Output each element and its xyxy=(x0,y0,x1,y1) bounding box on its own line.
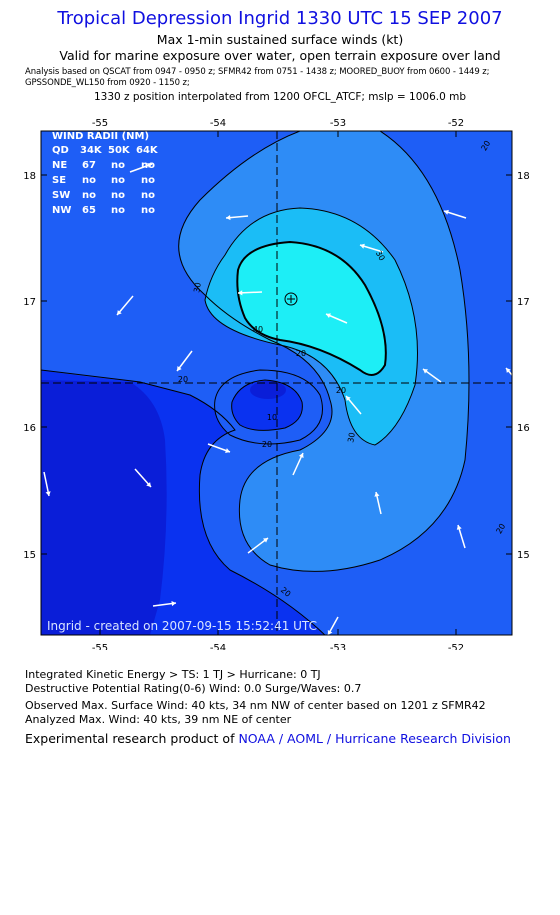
contour-label: 40 xyxy=(253,325,263,334)
lon-tick-label: -55 xyxy=(92,643,108,650)
wind-arrow-icon xyxy=(359,243,384,253)
lat-tick-label: 17 xyxy=(23,297,36,308)
wind-vectors xyxy=(43,163,512,635)
plot-frame xyxy=(40,130,513,636)
wind-radii-cell: no xyxy=(141,175,155,186)
wind-arrow-icon xyxy=(345,395,362,415)
center-marker xyxy=(284,292,298,306)
wind-arrow-icon xyxy=(129,163,153,173)
map-title: Tropical Depression Ingrid 1330 UTC 15 S… xyxy=(57,8,503,29)
wind-arrow-icon xyxy=(292,452,304,476)
wind-arrow-icon xyxy=(247,537,269,554)
wind-radii-cell: no xyxy=(141,190,155,201)
credit-line: Experimental research product of NOAA / … xyxy=(25,731,511,746)
wind-band-gt50 xyxy=(237,242,386,375)
wind-band-core-min xyxy=(250,381,286,399)
contour-label: 20 xyxy=(494,522,507,535)
wind-radii-cell: no xyxy=(141,160,155,171)
contour-10kt xyxy=(231,379,303,431)
wind-arrow-icon xyxy=(456,524,466,549)
wind-band-deep-sw xyxy=(41,380,167,635)
wind-radii-header: QD xyxy=(52,145,69,156)
wind-radii-header: 34K xyxy=(80,145,103,156)
wind-arrow-icon xyxy=(443,209,467,219)
exposure-note: Valid for marine exposure over water, op… xyxy=(59,48,501,63)
wind-radii-cell: no xyxy=(111,175,125,186)
analyzed-wind-line: Analyzed Max. Wind: 40 kts, 39 nm NE of … xyxy=(25,713,292,726)
wind-radii-cell: no xyxy=(111,205,125,216)
wind-radii-table: WIND RADII (NM) QD 34K 50K 64K NE 67 no … xyxy=(52,131,159,216)
lon-tick-label: -53 xyxy=(330,118,346,129)
wind-radii-cell: no xyxy=(111,190,125,201)
credit-prefix: Experimental research product of xyxy=(25,731,239,746)
lat-tick-label: 18 xyxy=(517,171,530,182)
contour-label: 20 xyxy=(479,139,492,152)
lon-tick-label: -54 xyxy=(210,118,226,129)
wind-arrow-icon xyxy=(325,313,348,324)
wind-radii-cell: NW xyxy=(52,205,71,216)
wind-arrow-icon xyxy=(116,295,134,316)
contour-20kt xyxy=(178,131,470,572)
ike-line: Integrated Kinetic Energy > TS: 1 TJ > H… xyxy=(25,668,321,681)
lat-tick-label: 16 xyxy=(517,423,530,434)
wind-arrow-icon xyxy=(327,616,339,635)
wind-radii-cell: SW xyxy=(52,190,70,201)
wind-arrow-icon xyxy=(505,367,512,376)
observed-wind-line: Observed Max. Surface Wind: 40 kts, 34 n… xyxy=(25,699,486,712)
contour-label: 30 xyxy=(374,249,387,262)
wind-arrow-icon xyxy=(152,600,177,607)
lon-tick-label: -54 xyxy=(210,643,226,650)
map-subtitle: Max 1-min sustained surface winds (kt) xyxy=(156,32,404,47)
wind-radii-cell: no xyxy=(82,175,96,186)
dpr-line: Destructive Potential Rating(0-6) Wind: … xyxy=(25,682,362,695)
wind-radii-header: 50K xyxy=(108,145,131,156)
contour-label: 20 xyxy=(178,375,188,384)
wind-radii-cell: 67 xyxy=(82,160,96,171)
wind-radii-cell: no xyxy=(82,190,96,201)
wind-arrow-icon xyxy=(237,290,263,296)
lat-tick-label: 15 xyxy=(23,550,36,561)
lat-tick-label: 15 xyxy=(517,550,530,561)
wind-radii-cell: 65 xyxy=(82,205,96,216)
wind-arrow-icon xyxy=(374,491,382,515)
wind-radii-title: WIND RADII (NM) xyxy=(52,131,149,142)
lon-tick-label: -55 xyxy=(92,118,108,129)
contour-label: 20 xyxy=(296,349,306,358)
watermark: Ingrid - created on 2007-09-15 15:52:41 … xyxy=(47,619,317,633)
contour-label: 20 xyxy=(336,386,346,395)
position-note: 1330 z position interpolated from 1200 O… xyxy=(93,91,467,103)
wind-arrow-icon xyxy=(134,468,152,488)
sources-line: GPSSONDE_WL150 from 0920 - 1150 z; xyxy=(25,78,190,88)
wind-arrow-icon xyxy=(43,471,51,497)
lon-tick-label: -52 xyxy=(448,643,464,650)
contour-20kt-inner xyxy=(214,369,323,445)
wind-arrow-icon xyxy=(225,215,249,221)
lat-tick-label: 18 xyxy=(23,171,36,182)
lon-tick-label: -53 xyxy=(330,643,346,650)
contour-label: 30 xyxy=(346,432,357,444)
contour-40kt xyxy=(236,240,387,376)
sources-line: Analysis based on QSCAT from 0947 - 0950… xyxy=(25,67,490,77)
wind-radii-cell: SE xyxy=(52,175,66,186)
wind-arrow-icon xyxy=(207,443,231,453)
wind-radii-cell: no xyxy=(141,205,155,216)
lon-tick-label: -52 xyxy=(448,118,464,129)
wind-radii-header: 64K xyxy=(136,145,159,156)
contour-label: 10 xyxy=(267,413,277,422)
circle-plus-icon xyxy=(284,292,298,306)
lat-tick-label: 17 xyxy=(517,297,530,308)
wind-radii-cell: NE xyxy=(52,160,67,171)
contour-20kt-outer xyxy=(41,369,326,635)
contour-30kt xyxy=(204,207,418,446)
lat-tick-label: 16 xyxy=(23,423,36,434)
credit-org-link[interactable]: NOAA / AOML / Hurricane Research Divisio… xyxy=(238,731,511,746)
contour-label: 20 xyxy=(262,440,272,449)
axis-ticks xyxy=(41,131,512,635)
contour-label: 30 xyxy=(192,282,203,294)
wind-arrow-icon xyxy=(176,350,193,372)
wind-radii-cell: no xyxy=(111,160,125,171)
wind-arrow-icon xyxy=(422,368,442,383)
